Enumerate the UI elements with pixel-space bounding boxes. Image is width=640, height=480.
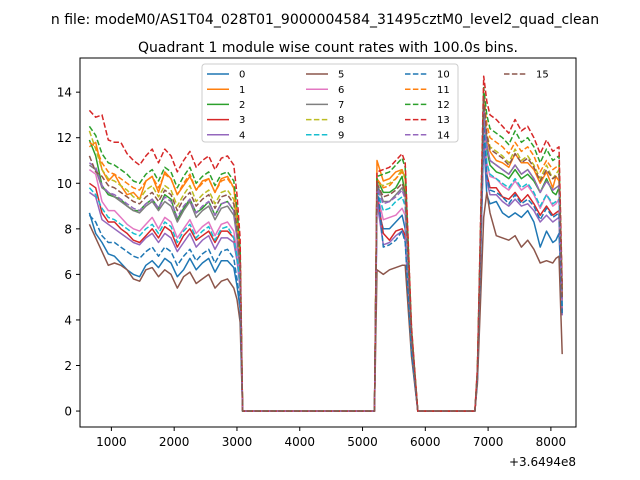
x-tick-label: 4000: [284, 435, 315, 449]
series-line-8: [88, 98, 563, 412]
x-tick-label: 5000: [347, 435, 378, 449]
legend-frame: [201, 63, 459, 143]
series-line-15: [88, 95, 563, 412]
legend-label-9: 9: [338, 130, 344, 141]
legend-label-1: 1: [239, 85, 245, 96]
series-line-10: [88, 125, 563, 412]
axis-ticks: 1000 2000 3000 4000 5000 6000 7000 8000 0 2 4 6 8 10 1…: [57, 86, 566, 449]
legend-label-4: 4: [239, 130, 245, 141]
y-tick-label: 6: [64, 268, 72, 282]
y-tick-label: 10: [57, 177, 72, 191]
legend-label-7: 7: [338, 100, 344, 111]
legend-label-0: 0: [239, 70, 245, 81]
y-tick-label: 2: [64, 359, 72, 373]
x-tick-label: 6000: [410, 435, 441, 449]
legend-label-13: 13: [437, 115, 450, 126]
x-offset-label: +3.6494e8: [509, 455, 576, 469]
y-tick-label: 8: [64, 222, 72, 236]
figure-suptitle: n file: modeM0/AS1T04_028T01_9000004584_…: [51, 12, 599, 28]
legend-label-12: 12: [437, 100, 450, 111]
x-tick-label: 7000: [473, 435, 504, 449]
legend-label-14: 14: [437, 130, 450, 141]
y-tick-label: 4: [64, 313, 72, 327]
y-tick-label: 0: [64, 405, 72, 419]
legend-label-5: 5: [338, 70, 344, 81]
x-tick-label: 8000: [536, 435, 567, 449]
y-tick-label: 12: [57, 131, 72, 145]
x-tick-label: 3000: [222, 435, 253, 449]
x-tick-label: 2000: [159, 435, 190, 449]
plot-series: [88, 75, 563, 412]
plot-frame: [79, 57, 577, 428]
legend-label-8: 8: [338, 115, 344, 126]
legend-label-15: 15: [536, 70, 549, 81]
legend-label-11: 11: [437, 85, 450, 96]
legend-label-2: 2: [239, 100, 245, 111]
legend-label-10: 10: [437, 70, 450, 81]
x-tick-label: 1000: [96, 435, 127, 449]
legend-label-6: 6: [338, 85, 344, 96]
y-tick-label: 14: [57, 86, 72, 100]
legend-label-3: 3: [239, 115, 245, 126]
chart-title: Quadrant 1 module wise count rates with …: [138, 40, 518, 56]
